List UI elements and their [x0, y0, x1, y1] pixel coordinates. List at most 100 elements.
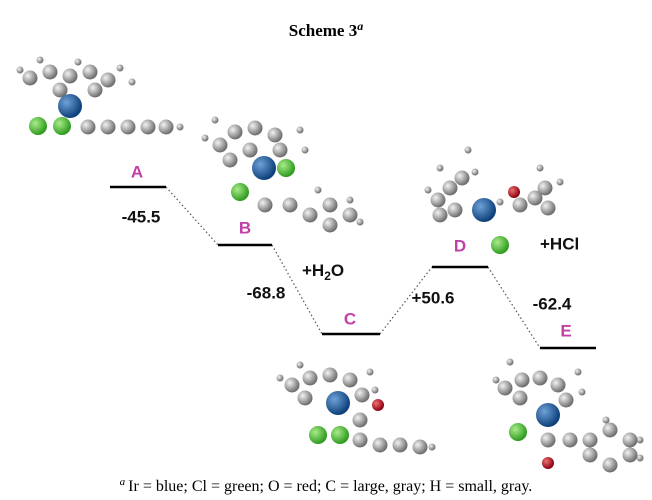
atom	[413, 440, 428, 455]
atom	[603, 423, 618, 438]
atom	[353, 433, 368, 448]
atom	[623, 448, 638, 463]
atom	[541, 201, 556, 216]
atom	[513, 391, 528, 406]
atom	[443, 181, 458, 196]
atom	[202, 135, 209, 142]
atom	[353, 413, 368, 428]
atom	[357, 219, 364, 226]
atom	[303, 371, 318, 386]
atom	[83, 65, 98, 80]
atom	[53, 117, 71, 135]
atom	[372, 387, 379, 394]
atom	[559, 393, 574, 408]
connector	[166, 187, 218, 245]
level-label: A	[131, 162, 143, 181]
atom	[579, 389, 586, 396]
atom	[331, 426, 349, 444]
atom	[508, 186, 520, 198]
atom	[277, 375, 284, 382]
atom	[557, 179, 564, 186]
atom	[455, 171, 470, 186]
atom	[343, 373, 358, 388]
atom	[81, 120, 96, 135]
atom	[533, 371, 548, 386]
atom	[17, 67, 24, 74]
atom	[623, 433, 638, 448]
atom	[177, 124, 184, 131]
atom	[58, 94, 82, 118]
atom	[509, 423, 527, 441]
atom	[536, 403, 560, 427]
atom	[323, 198, 338, 213]
atom	[283, 198, 298, 213]
atom	[285, 378, 300, 393]
atom	[117, 65, 124, 72]
atom	[603, 417, 610, 424]
atom	[373, 438, 388, 453]
atom	[101, 73, 116, 88]
atom	[252, 156, 276, 180]
atom	[603, 458, 618, 473]
atom	[141, 120, 156, 135]
atom	[277, 159, 295, 177]
atom	[297, 127, 304, 134]
atom	[497, 199, 504, 206]
atom	[213, 138, 228, 153]
scheme: Scheme 3a A B C D E -45.5 -68.8 +50.6 -6…	[0, 0, 652, 500]
atom	[425, 187, 432, 194]
atom	[563, 433, 578, 448]
atom	[507, 359, 514, 366]
atom	[575, 369, 582, 376]
atom	[347, 197, 354, 204]
atom	[551, 378, 566, 393]
reagent: +HCl	[540, 234, 579, 253]
atom	[583, 433, 598, 448]
atom	[88, 83, 103, 98]
atom	[231, 183, 249, 201]
atom	[491, 236, 509, 254]
energy: -62.4	[533, 294, 572, 313]
energy: -45.5	[122, 207, 161, 226]
atom	[393, 438, 408, 453]
atom	[228, 125, 243, 140]
atom	[29, 117, 47, 135]
atom	[298, 391, 313, 406]
atom	[303, 208, 318, 223]
level-label: C	[344, 309, 356, 328]
atom	[431, 193, 446, 208]
level-label: D	[454, 236, 466, 255]
atom	[538, 181, 553, 196]
atom	[323, 368, 338, 383]
atom	[23, 71, 38, 86]
atom	[437, 165, 444, 172]
atom	[43, 65, 58, 80]
atom	[433, 208, 448, 223]
atom	[297, 362, 304, 369]
atom	[243, 143, 258, 158]
atom	[537, 165, 544, 172]
atom	[248, 121, 263, 136]
energy: -68.8	[247, 283, 286, 302]
atom	[367, 369, 374, 376]
atom	[493, 377, 500, 384]
atom	[223, 153, 238, 168]
atom	[498, 381, 513, 396]
atom	[75, 59, 82, 66]
atom	[372, 399, 384, 411]
energy: +50.6	[411, 288, 454, 307]
atom	[542, 457, 554, 469]
reagent: +H2O	[302, 261, 344, 283]
atom	[472, 198, 496, 222]
atom	[355, 388, 370, 403]
atom	[637, 455, 644, 462]
atom	[258, 198, 273, 213]
level-label: B	[239, 218, 251, 237]
level-label: E	[560, 321, 571, 340]
atom	[212, 117, 219, 124]
atom	[343, 208, 358, 223]
atom	[309, 426, 327, 444]
atom	[121, 120, 136, 135]
atom	[465, 147, 472, 154]
atom	[63, 69, 78, 84]
